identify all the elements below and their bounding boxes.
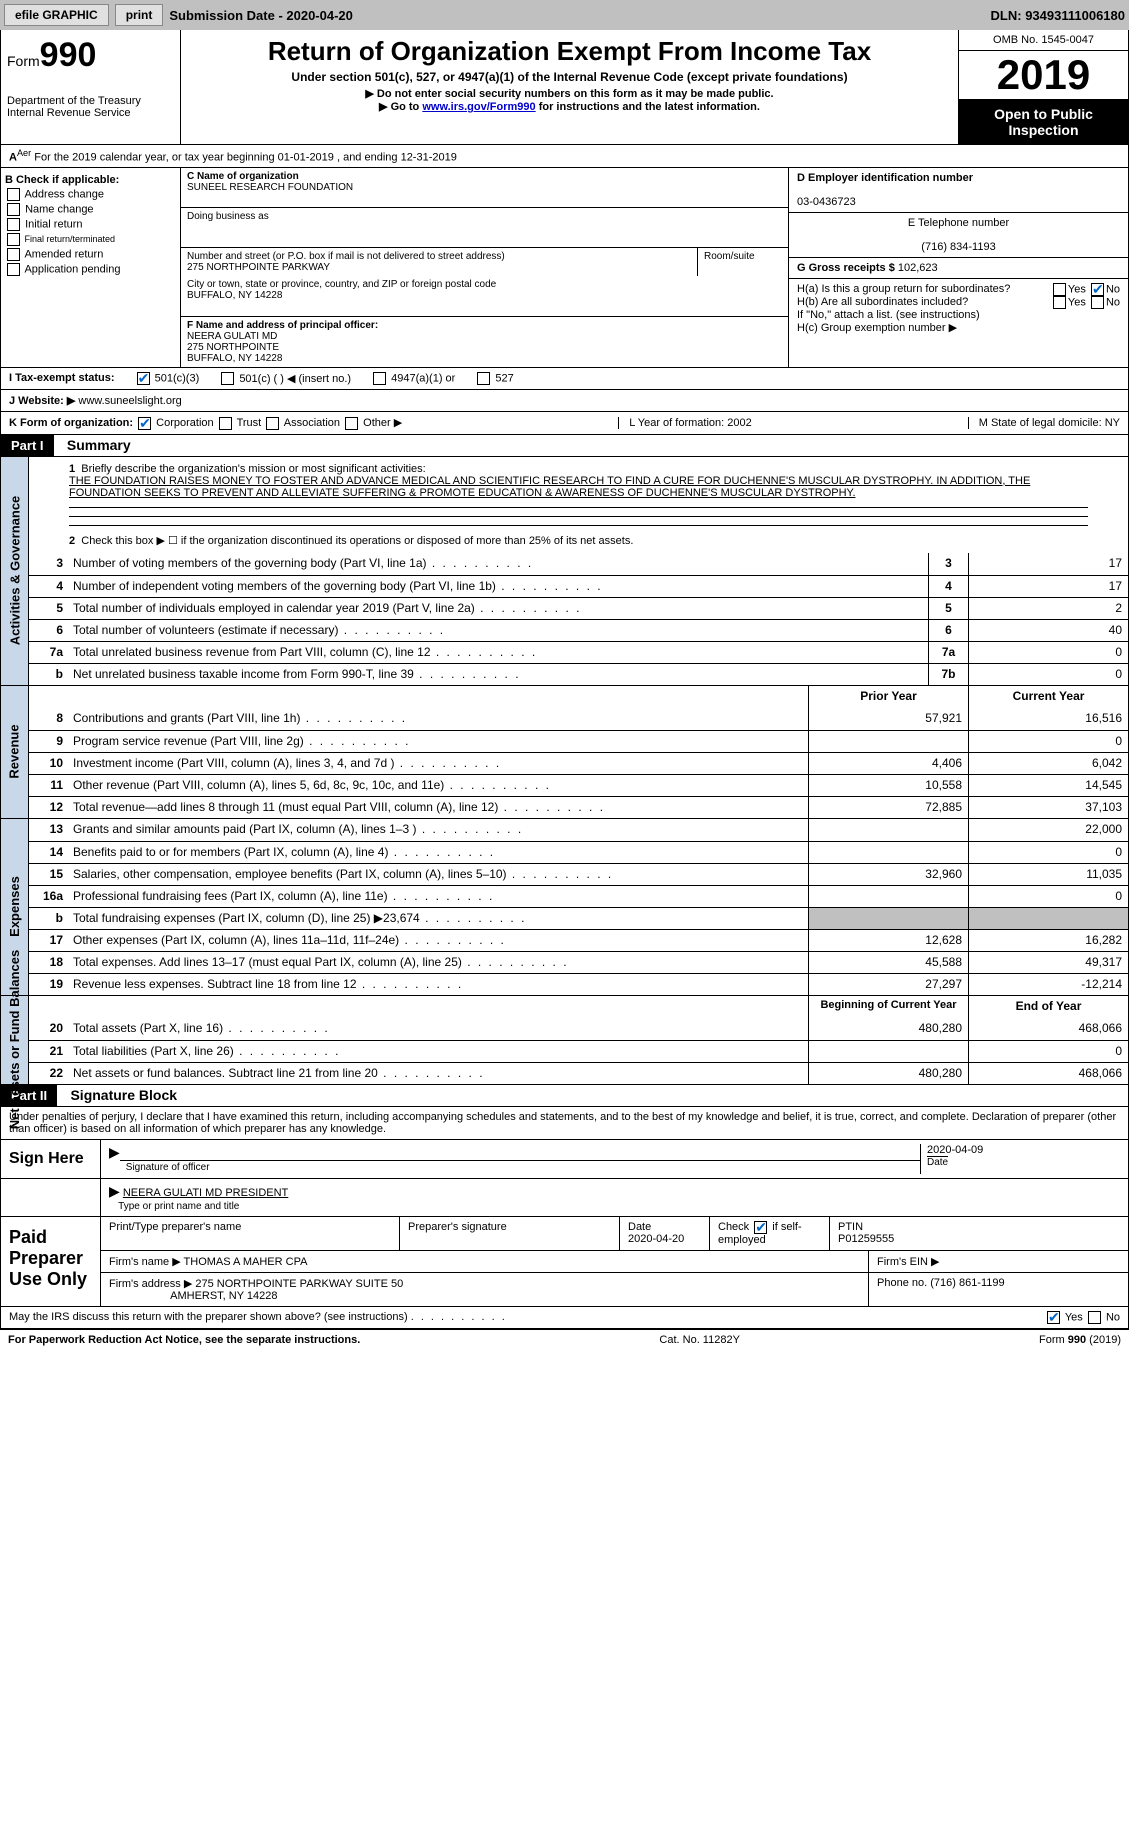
dept-label: Department of the Treasury Internal Reve…: [7, 95, 174, 119]
irs-link[interactable]: www.irs.gov/Form990: [422, 101, 535, 113]
mission-text: THE FOUNDATION RAISES MONEY TO FOSTER AN…: [69, 475, 1030, 499]
form-line: 16aProfessional fundraising fees (Part I…: [29, 885, 1128, 907]
footer: For Paperwork Reduction Act Notice, see …: [0, 1329, 1129, 1350]
form-line: bNet unrelated business taxable income f…: [29, 663, 1128, 685]
form-line: 12Total revenue—add lines 8 through 11 (…: [29, 796, 1128, 818]
form-line: 17Other expenses (Part IX, column (A), l…: [29, 929, 1128, 951]
group-return: H(a) Is this a group return for subordin…: [789, 278, 1128, 338]
officer-cell: F Name and address of principal officer:…: [181, 316, 788, 367]
inspection-badge: Open to Public Inspection: [959, 100, 1128, 144]
tax-year: 2019: [959, 51, 1128, 100]
instruction-2: ▶ Go to www.irs.gov/Form990 for instruct…: [191, 100, 948, 113]
submission-date: Submission Date - 2020-04-20: [169, 8, 353, 23]
efile-button[interactable]: efile GRAPHIC: [4, 4, 109, 26]
address-cell: Number and street (or P.O. box if mail i…: [181, 248, 698, 276]
signature-block: Sign Here ▶ Signature of officer 2020-04…: [0, 1140, 1129, 1329]
form-line: 19Revenue less expenses. Subtract line 1…: [29, 973, 1128, 995]
ein-cell: D Employer identification number03-04367…: [789, 168, 1128, 213]
form-line: 9Program service revenue (Part VIII, lin…: [29, 730, 1128, 752]
revenue-section: Revenue Prior YearCurrent Year 8Contribu…: [0, 686, 1129, 819]
row-i: I Tax-exempt status: 501(c)(3) 501(c) ( …: [0, 368, 1129, 391]
form-line: 10Investment income (Part VIII, column (…: [29, 752, 1128, 774]
form-line: 22Net assets or fund balances. Subtract …: [29, 1062, 1128, 1084]
instruction-1: ▶ Do not enter social security numbers o…: [191, 87, 948, 100]
form-line: 13Grants and similar amounts paid (Part …: [29, 819, 1128, 841]
phone-cell: E Telephone number(716) 834-1193: [789, 213, 1128, 258]
form-number: Form990: [7, 36, 174, 75]
form-line: 14Benefits paid to or for members (Part …: [29, 841, 1128, 863]
topbar: efile GRAPHIC print Submission Date - 20…: [0, 0, 1129, 30]
form-line: bTotal fundraising expenses (Part IX, co…: [29, 907, 1128, 929]
part2-header: Part II Signature Block: [0, 1085, 1129, 1107]
dba-cell: Doing business as: [181, 208, 788, 248]
dln: DLN: 93493111006180: [991, 8, 1125, 23]
row-k: K Form of organization: Corporation Trus…: [0, 412, 1129, 435]
row-j: J Website: ▶ www.suneelslight.org: [0, 390, 1129, 412]
form-line: 15Salaries, other compensation, employee…: [29, 863, 1128, 885]
form-line: 21Total liabilities (Part X, line 26)0: [29, 1040, 1128, 1062]
form-line: 3Number of voting members of the governi…: [29, 553, 1128, 575]
print-button[interactable]: print: [115, 4, 164, 26]
form-line: 7aTotal unrelated business revenue from …: [29, 641, 1128, 663]
form-line: 6Total number of volunteers (estimate if…: [29, 619, 1128, 641]
form-line: 4Number of independent voting members of…: [29, 575, 1128, 597]
expenses-section: Expenses 13Grants and similar amounts pa…: [0, 819, 1129, 996]
city-cell: City or town, state or province, country…: [181, 276, 788, 316]
main-block: B Check if applicable: Address change Na…: [0, 168, 1129, 368]
row-a: AAer For the 2019 calendar year, or tax …: [0, 145, 1129, 168]
net-assets-section: Net Assets or Fund Balances Beginning of…: [0, 996, 1129, 1085]
governance-section: Activities & Governance 1 Briefly descri…: [0, 457, 1129, 686]
form-line: 18Total expenses. Add lines 13–17 (must …: [29, 951, 1128, 973]
form-title: Return of Organization Exempt From Incom…: [191, 36, 948, 67]
part1-header: Part I Summary: [0, 435, 1129, 457]
gross-receipts: G Gross receipts $ 102,623: [789, 258, 1128, 278]
col-b: B Check if applicable: Address change Na…: [1, 168, 181, 367]
org-name-cell: C Name of organizationSUNEEL RESEARCH FO…: [181, 168, 788, 208]
omb-number: OMB No. 1545-0047: [959, 30, 1128, 51]
penalty-text: Under penalties of perjury, I declare th…: [0, 1107, 1129, 1140]
form-subtitle: Under section 501(c), 527, or 4947(a)(1)…: [191, 70, 948, 84]
form-line: 8Contributions and grants (Part VIII, li…: [29, 708, 1128, 730]
form-line: 5Total number of individuals employed in…: [29, 597, 1128, 619]
form-header: Form990 Department of the Treasury Inter…: [0, 30, 1129, 145]
form-line: 11Other revenue (Part VIII, column (A), …: [29, 774, 1128, 796]
form-line: 20Total assets (Part X, line 16)480,2804…: [29, 1018, 1128, 1040]
room-cell: Room/suite: [698, 248, 788, 276]
